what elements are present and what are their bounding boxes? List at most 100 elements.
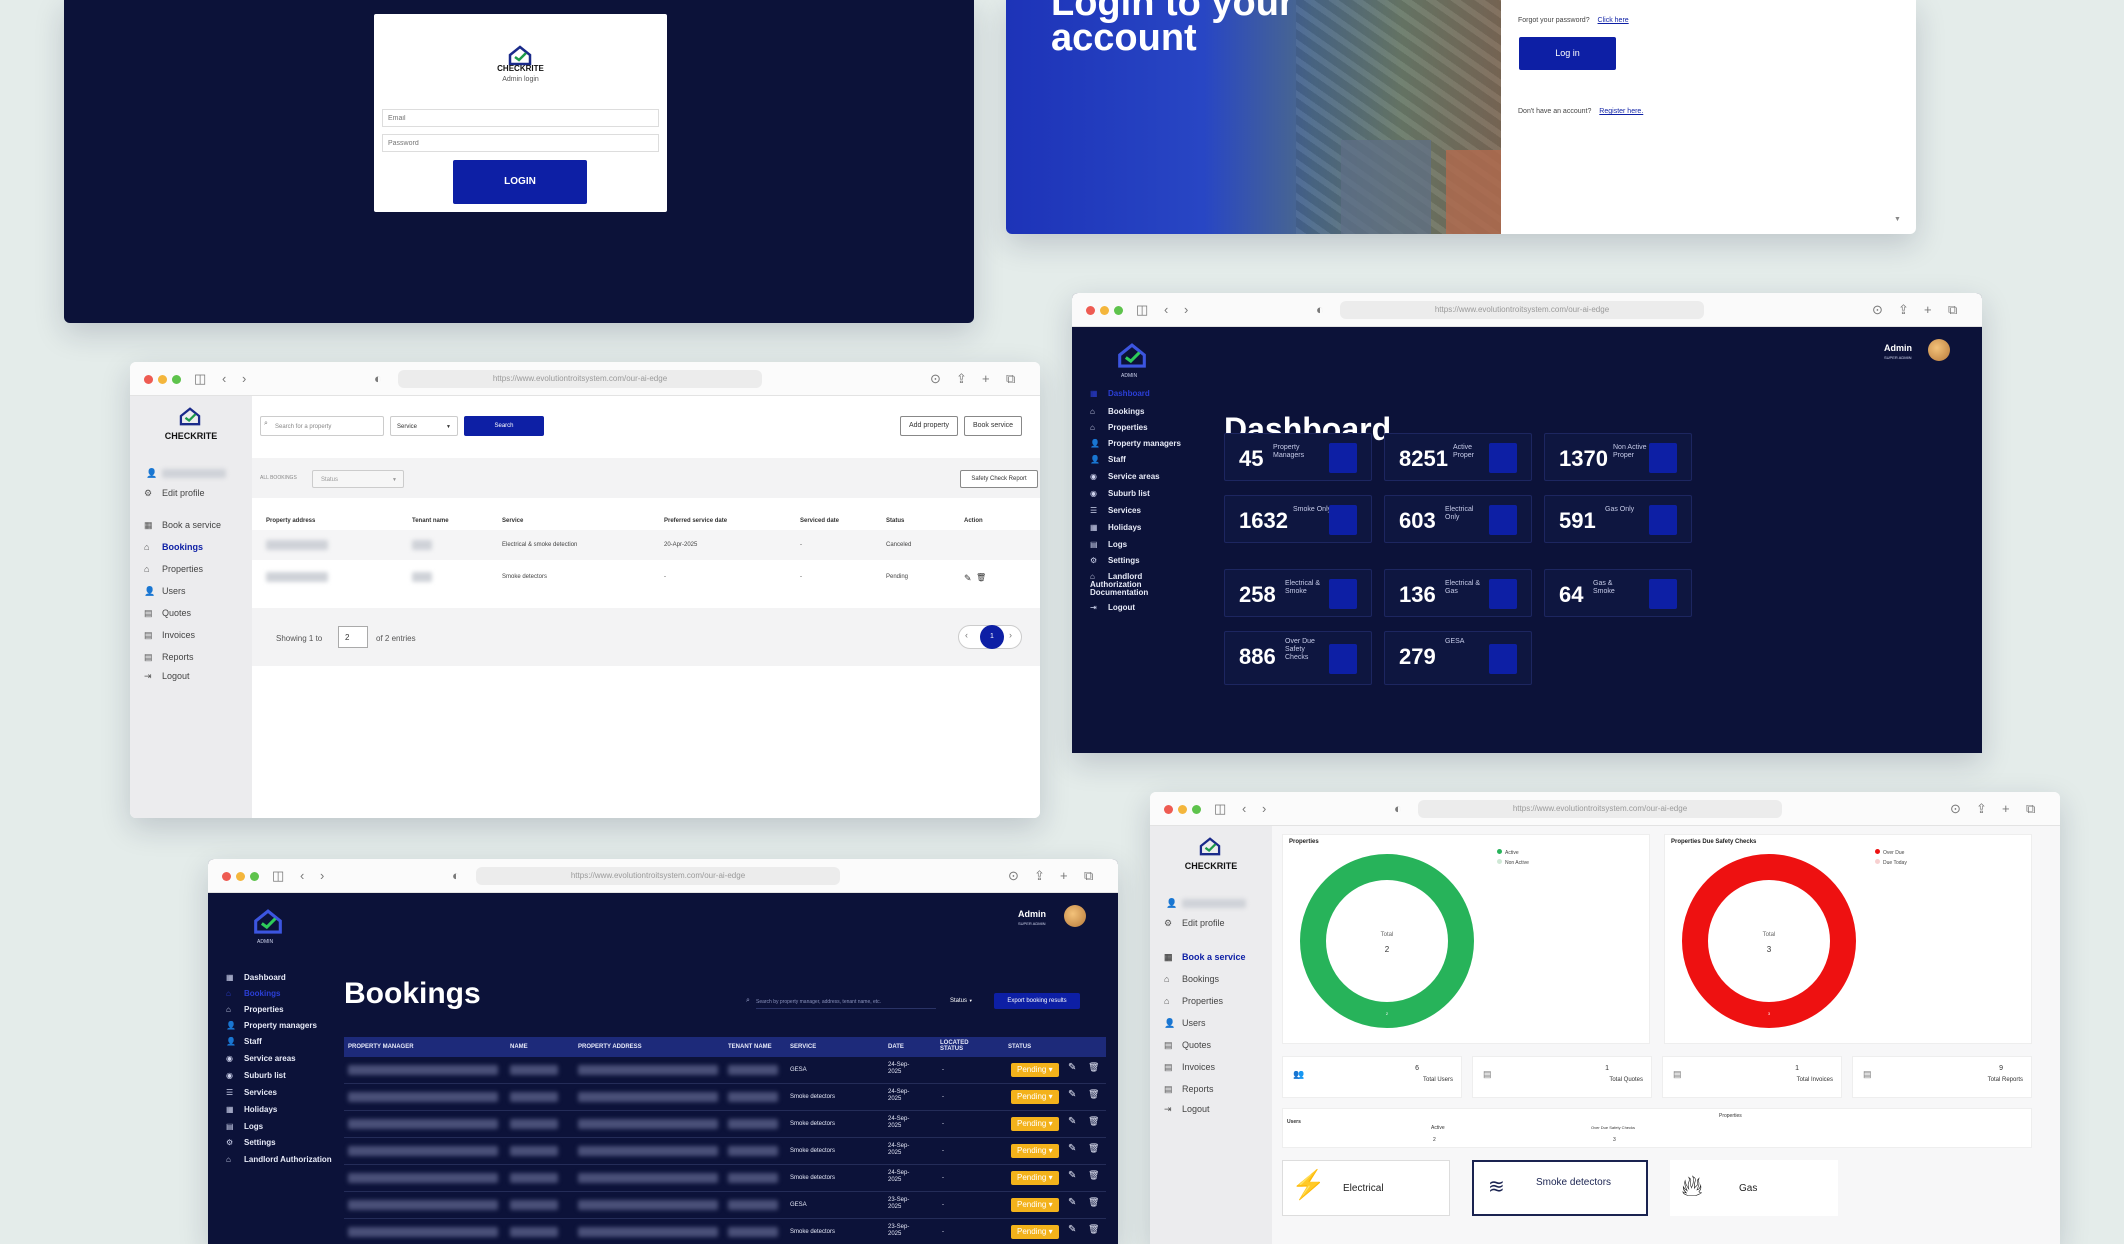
sidebar-item-services[interactable]: ☰ Services — [1090, 506, 1141, 515]
stat-card-gas-smoke[interactable]: 64 Gas & Smoke — [1544, 569, 1692, 617]
edit-icon[interactable]: ✎ — [964, 573, 972, 583]
new-tab-icon[interactable]: + — [1924, 302, 1932, 317]
tabs-icon[interactable]: ⧉ — [1084, 868, 1094, 883]
close-dot[interactable] — [1164, 805, 1173, 814]
sidebar-item-properties[interactable]: ⌂ Properties — [144, 564, 203, 574]
sidebar-item-landlord-authorization[interactable]: ⌂ Landlord Authorization — [226, 1155, 332, 1164]
edit-icon[interactable]: ✎ — [1068, 1116, 1077, 1127]
sidebar-item-invoices[interactable]: ▤ Invoices — [1164, 1062, 1215, 1073]
stat-card-over-due-safety-checks[interactable]: 886 Over Due Safety Checks — [1224, 631, 1372, 685]
stat-card-electrical-gas[interactable]: 136 Electrical & Gas — [1384, 569, 1532, 617]
bookings-search-input[interactable]: Search by property manager, address, ten… — [756, 995, 936, 1009]
sidebar-item-dashboard[interactable]: ▦ Dashboard — [1090, 389, 1150, 398]
table-row[interactable] — [252, 530, 1040, 560]
close-dot[interactable] — [222, 872, 231, 881]
sidebar-item-settings[interactable]: ⚙ Settings — [1090, 556, 1140, 565]
edit-icon[interactable]: ✎ — [1068, 1143, 1077, 1154]
sidebar-item-users[interactable]: 👤 Users — [1164, 1018, 1206, 1029]
table-row[interactable] — [344, 1111, 1106, 1138]
download-icon[interactable]: ⊙ — [930, 371, 941, 386]
add-property-button[interactable]: Add property — [900, 416, 958, 436]
sidebar-item-users[interactable]: 👤 Users — [144, 586, 186, 597]
sidebar-item-logout[interactable]: ⇥ Logout — [144, 671, 190, 682]
stat-card-electrical-only[interactable]: 603 Electrical Only — [1384, 495, 1532, 543]
sidebar-item-holidays[interactable]: ▦ Holidays — [1090, 523, 1141, 532]
sidebar-item-service-areas[interactable]: ◉ Service areas — [1090, 472, 1160, 481]
sidebar-item-edit-profile[interactable]: ⚙ Edit profile — [144, 488, 205, 499]
sidebar-item-reports[interactable]: ▤ Reports — [144, 652, 194, 663]
search-button[interactable]: Search — [464, 416, 544, 436]
edit-icon[interactable]: ✎ — [1068, 1197, 1077, 1208]
register-link[interactable]: Register here. — [1599, 108, 1644, 115]
status-dropdown[interactable]: Pending ▾ — [1011, 1063, 1059, 1077]
address-bar[interactable]: https://www.evolutiontroitsystem.com/our… — [1340, 301, 1704, 319]
sidebar-toggle-icon[interactable]: ◫ — [1214, 801, 1227, 816]
sidebar-item-bookings[interactable]: ⌂ Bookings — [1090, 407, 1144, 416]
prev-page-icon[interactable]: ‹ — [965, 630, 968, 640]
close-dot[interactable] — [1086, 306, 1095, 315]
book-service-button[interactable]: Book service — [964, 416, 1022, 436]
edit-icon[interactable]: ✎ — [1068, 1170, 1077, 1181]
trash-icon[interactable]: 🗑 — [1088, 1224, 1100, 1234]
download-icon[interactable]: ⊙ — [1008, 868, 1019, 883]
trash-icon[interactable]: 🗑 — [1088, 1089, 1100, 1099]
status-dropdown[interactable]: Pending ▾ — [1011, 1198, 1059, 1212]
share-icon[interactable]: ⇪ — [1976, 801, 1987, 816]
status-dropdown[interactable]: Pending ▾ — [1011, 1144, 1059, 1158]
minimize-dot[interactable] — [158, 375, 167, 384]
email-field[interactable] — [382, 109, 659, 127]
tabs-icon[interactable]: ⧉ — [2026, 801, 2036, 816]
stat-card-gas-only[interactable]: 591 Gas Only — [1544, 495, 1692, 543]
trash-icon[interactable]: 🗑 — [1088, 1062, 1100, 1072]
sidebar-item-service-areas[interactable]: ◉ Service areas — [226, 1054, 296, 1063]
admin-login-button[interactable]: LOGIN — [453, 160, 587, 204]
stat-card-non-active-proper[interactable]: 1370 Non Active Proper — [1544, 433, 1692, 481]
close-dot[interactable] — [144, 375, 153, 384]
sidebar-item-invoices[interactable]: ▤ Invoices — [144, 630, 195, 641]
sidebar-toggle-icon[interactable]: ◫ — [1136, 302, 1149, 317]
share-icon[interactable]: ⇪ — [956, 371, 967, 386]
status-select[interactable]: Status ▼ — [312, 470, 404, 488]
edit-icon[interactable]: ✎ — [1068, 1224, 1077, 1235]
sidebar-item-bookings[interactable]: ⌂ Bookings — [1164, 974, 1219, 984]
page-size-input[interactable]: 2 — [338, 626, 368, 648]
sidebar-toggle-icon[interactable]: ◫ — [194, 371, 207, 386]
trash-icon[interactable]: 🗑 — [1088, 1170, 1100, 1180]
scroll-down-icon[interactable]: ▼ — [1894, 216, 1901, 223]
tabs-icon[interactable]: ⧉ — [1948, 302, 1958, 317]
sidebar-item-staff[interactable]: 👤 Staff — [1090, 455, 1126, 464]
sidebar-item-reports[interactable]: ▤ Reports — [1164, 1084, 1214, 1095]
sidebar-item-property-managers[interactable]: 👤 Property managers — [1090, 439, 1181, 448]
forgot-password-link[interactable]: Click here — [1597, 17, 1629, 24]
sidebar-item-bookings[interactable]: ⌂ Bookings — [144, 542, 203, 552]
sidebar-item-holidays[interactable]: ▦ Holidays — [226, 1105, 277, 1114]
table-row[interactable] — [344, 1165, 1106, 1192]
stat-card-smoke-only[interactable]: 1632 Smoke Only — [1224, 495, 1372, 543]
avatar[interactable] — [1064, 905, 1086, 927]
edit-icon[interactable]: ✎ — [1068, 1089, 1077, 1100]
stat-card-electrical-smoke[interactable]: 258 Electrical & Smoke — [1224, 569, 1372, 617]
sidebar-item-logs[interactable]: ▤ Logs — [226, 1122, 263, 1131]
next-page-icon[interactable]: › — [1009, 630, 1012, 640]
sidebar-item-book-a-service[interactable]: ▦ Book a service — [1164, 952, 1246, 963]
share-icon[interactable]: ⇪ — [1034, 868, 1045, 883]
back-icon[interactable]: ‹ — [222, 371, 227, 386]
sidebar-item-dashboard[interactable]: ▦ Dashboard — [226, 973, 286, 982]
tabs-icon[interactable]: ⧉ — [1006, 371, 1016, 386]
sidebar-item-bookings[interactable]: ⌂ Bookings — [226, 989, 280, 998]
sidebar-item-suburb-list[interactable]: ◉ Suburb list — [1090, 489, 1150, 498]
sidebar-item-logout[interactable]: ⇥ Logout — [1164, 1104, 1210, 1115]
safety-check-report-button[interactable]: Safety Check Report — [960, 470, 1038, 488]
new-tab-icon[interactable]: + — [982, 371, 990, 386]
download-icon[interactable]: ⊙ — [1950, 801, 1961, 816]
address-bar[interactable]: https://www.evolutiontroitsystem.com/our… — [476, 867, 840, 885]
share-icon[interactable]: ⇪ — [1898, 302, 1909, 317]
user-login-button[interactable]: Log in — [1519, 37, 1616, 70]
edit-icon[interactable]: ✎ — [1068, 1062, 1077, 1073]
sidebar-item-logout[interactable]: ⇥ Logout — [1090, 603, 1135, 612]
back-icon[interactable]: ‹ — [300, 868, 305, 883]
sidebar-item-settings[interactable]: ⚙ Settings — [226, 1138, 276, 1147]
back-icon[interactable]: ‹ — [1164, 302, 1169, 317]
forward-icon[interactable]: › — [320, 868, 325, 883]
trash-icon[interactable]: 🗑 — [1088, 1197, 1100, 1207]
